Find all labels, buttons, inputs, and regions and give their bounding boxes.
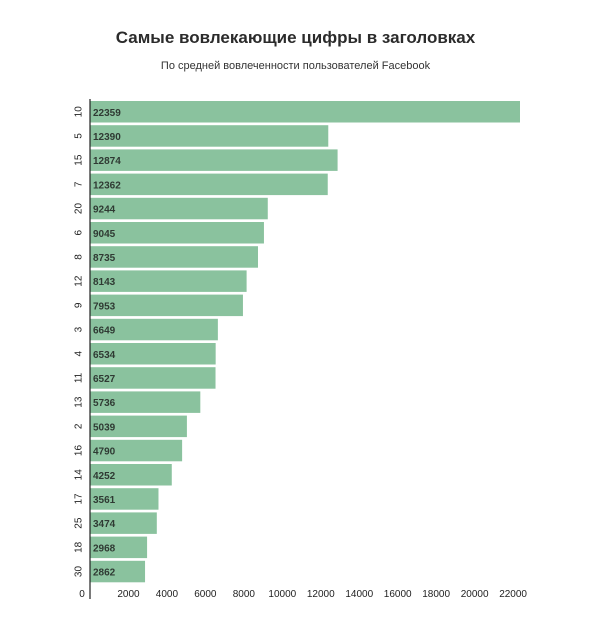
- x-tick-label: 8000: [233, 589, 256, 600]
- category-label: 30: [74, 566, 85, 578]
- bar: [90, 197, 268, 220]
- bar: [90, 222, 264, 244]
- bar: [90, 439, 183, 462]
- bar: [90, 367, 216, 389]
- category-label: 9: [74, 302, 85, 308]
- bar-value-label: 9045: [93, 229, 116, 240]
- bar: [90, 464, 172, 486]
- category-label: 18: [74, 541, 85, 553]
- category-label: 25: [74, 517, 85, 529]
- x-tick-label: 2000: [117, 589, 140, 600]
- category-label: 20: [74, 203, 85, 215]
- bar-value-label: 2968: [93, 543, 116, 554]
- bar-value-label: 12362: [93, 180, 121, 191]
- bar: [90, 488, 159, 510]
- bar-value-label: 6527: [93, 374, 116, 385]
- category-label: 3: [74, 326, 85, 332]
- chart-title: Самые вовлекающие цифры в заголовках: [115, 28, 476, 47]
- category-label: 8: [74, 254, 85, 260]
- category-label: 12: [74, 275, 85, 287]
- category-label: 14: [74, 469, 85, 481]
- x-tick-label: 14000: [345, 589, 373, 600]
- category-label: 15: [74, 154, 85, 166]
- chart-subtitle: По средней вовлеченности пользователей F…: [160, 60, 431, 72]
- x-tick-label: 20000: [461, 589, 489, 600]
- x-tick-label: 4000: [156, 589, 179, 600]
- category-label: 11: [74, 372, 85, 383]
- x-tick-label: 22000: [499, 589, 527, 600]
- bar-value-label: 7953: [93, 301, 116, 312]
- bar-value-label: 3474: [93, 519, 116, 530]
- bar-value-label: 2862: [93, 568, 116, 579]
- category-label: 6: [74, 230, 85, 236]
- bar-value-label: 12874: [93, 156, 121, 167]
- bar: [90, 270, 247, 292]
- x-tick-label: 16000: [384, 589, 412, 600]
- x-tick-label: 10000: [268, 589, 296, 600]
- category-label: 5: [74, 133, 85, 139]
- category-label: 4: [74, 351, 85, 357]
- bar-value-label: 5039: [93, 422, 116, 433]
- bar: [90, 173, 328, 196]
- x-tick-label: 18000: [422, 589, 450, 600]
- category-label: 17: [74, 493, 85, 505]
- bar: [90, 536, 148, 559]
- bar-value-label: 9244: [93, 205, 116, 216]
- bar-value-label: 8143: [93, 277, 116, 288]
- category-label: 2: [74, 423, 85, 429]
- category-label: 16: [74, 445, 85, 457]
- bar: [90, 343, 216, 365]
- bar-value-label: 6649: [93, 326, 116, 337]
- x-tick-label: 12000: [307, 589, 335, 600]
- category-label: 10: [74, 106, 85, 118]
- bar-value-label: 8735: [93, 253, 116, 264]
- bar-value-label: 6534: [93, 350, 116, 361]
- bar: [90, 294, 243, 317]
- bar-value-label: 5736: [93, 398, 116, 409]
- bar-value-label: 4790: [93, 447, 116, 458]
- bar: [90, 560, 146, 583]
- category-label: 7: [74, 181, 85, 187]
- category-label: 13: [74, 396, 85, 408]
- bar: [90, 149, 338, 171]
- bar: [90, 391, 201, 413]
- bar-value-label: 4252: [93, 471, 116, 482]
- x-tick-label: 0: [79, 589, 85, 600]
- bar: [90, 415, 187, 438]
- bar-value-label: 22359: [93, 108, 121, 119]
- bar: [90, 318, 218, 341]
- bar-value-label: 12390: [93, 132, 121, 143]
- bar: [90, 125, 329, 147]
- bar: [90, 246, 258, 268]
- bar: [90, 101, 520, 123]
- x-tick-label: 6000: [194, 589, 217, 600]
- bar: [90, 512, 157, 534]
- bar-value-label: 3561: [93, 495, 116, 506]
